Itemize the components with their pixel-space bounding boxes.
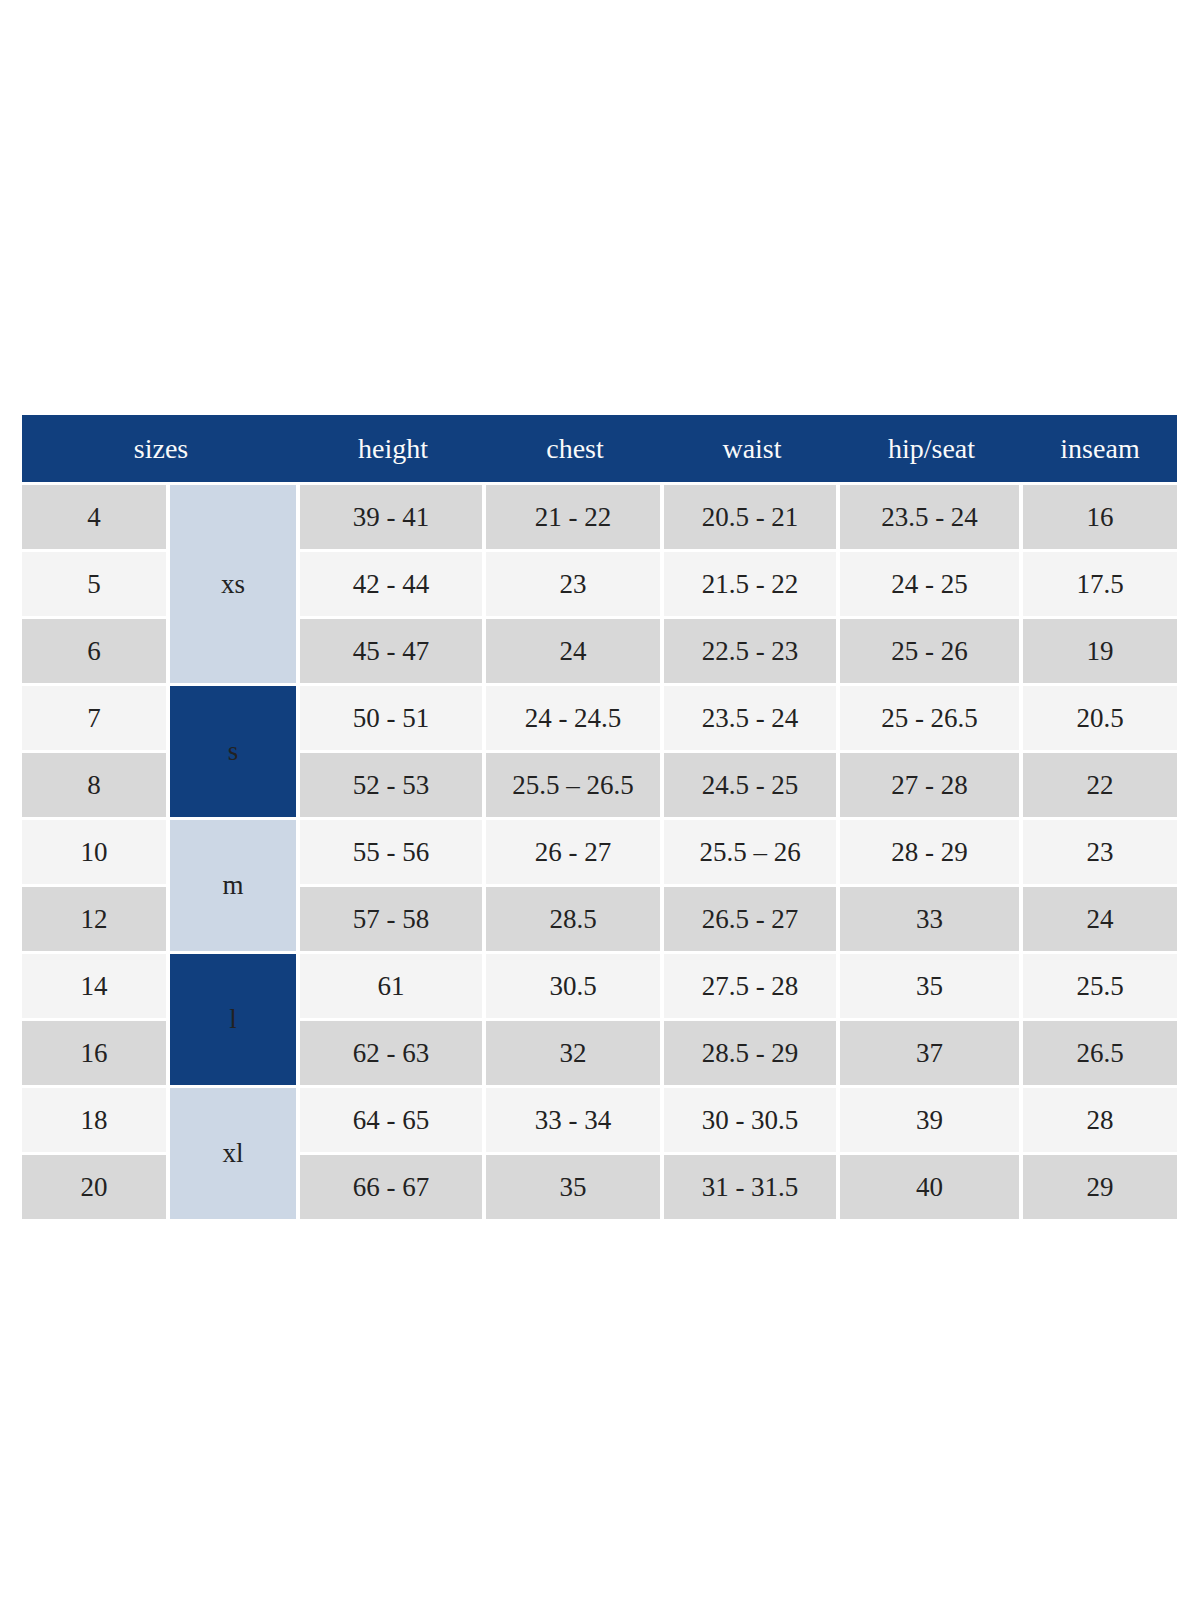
inseam-cell: 28 xyxy=(1023,1085,1177,1152)
page: sizes height chest waist hip/seat inseam… xyxy=(0,0,1200,1600)
group-cell-l: l xyxy=(170,951,300,1085)
hip-seat-cell: 35 xyxy=(840,951,1023,1018)
header-waist: waist xyxy=(664,415,840,482)
height-cell: 52 - 53 xyxy=(300,750,486,817)
inseam-cell: 16 xyxy=(1023,482,1177,549)
header-row: sizes height chest waist hip/seat inseam xyxy=(22,415,1177,482)
waist-cell: 24.5 - 25 xyxy=(664,750,840,817)
inseam-cell: 29 xyxy=(1023,1152,1177,1219)
hip-seat-cell: 33 xyxy=(840,884,1023,951)
height-cell: 66 - 67 xyxy=(300,1152,486,1219)
hip-seat-cell: 37 xyxy=(840,1018,1023,1085)
table-row: 4xs39 - 4121 - 2220.5 - 2123.5 - 2416 xyxy=(22,482,1177,549)
height-cell: 50 - 51 xyxy=(300,683,486,750)
height-cell: 62 - 63 xyxy=(300,1018,486,1085)
chest-cell: 24 xyxy=(486,616,664,683)
header-hip-seat: hip/seat xyxy=(840,415,1023,482)
size-cell: 20 xyxy=(22,1152,170,1219)
table-row: 14l6130.527.5 - 283525.5 xyxy=(22,951,1177,1018)
height-cell: 45 - 47 xyxy=(300,616,486,683)
size-chart-body: 4xs39 - 4121 - 2220.5 - 2123.5 - 2416542… xyxy=(22,482,1177,1219)
size-cell: 6 xyxy=(22,616,170,683)
size-cell: 12 xyxy=(22,884,170,951)
size-cell: 4 xyxy=(22,482,170,549)
inseam-cell: 23 xyxy=(1023,817,1177,884)
chest-cell: 32 xyxy=(486,1018,664,1085)
size-chart-table: sizes height chest waist hip/seat inseam… xyxy=(22,415,1177,1219)
size-cell: 10 xyxy=(22,817,170,884)
hip-seat-cell: 25 - 26.5 xyxy=(840,683,1023,750)
inseam-cell: 20.5 xyxy=(1023,683,1177,750)
height-cell: 57 - 58 xyxy=(300,884,486,951)
inseam-cell: 24 xyxy=(1023,884,1177,951)
size-cell: 18 xyxy=(22,1085,170,1152)
height-cell: 55 - 56 xyxy=(300,817,486,884)
inseam-cell: 17.5 xyxy=(1023,549,1177,616)
inseam-cell: 22 xyxy=(1023,750,1177,817)
chest-cell: 35 xyxy=(486,1152,664,1219)
size-cell: 5 xyxy=(22,549,170,616)
size-chart-header: sizes height chest waist hip/seat inseam xyxy=(22,415,1177,482)
waist-cell: 25.5 – 26 xyxy=(664,817,840,884)
waist-cell: 26.5 - 27 xyxy=(664,884,840,951)
header-height: height xyxy=(300,415,486,482)
table-row: 10m55 - 5626 - 2725.5 – 2628 - 2923 xyxy=(22,817,1177,884)
waist-cell: 23.5 - 24 xyxy=(664,683,840,750)
size-cell: 14 xyxy=(22,951,170,1018)
hip-seat-cell: 24 - 25 xyxy=(840,549,1023,616)
header-sizes: sizes xyxy=(22,415,300,482)
height-cell: 39 - 41 xyxy=(300,482,486,549)
waist-cell: 20.5 - 21 xyxy=(664,482,840,549)
table-row: 18xl64 - 6533 - 3430 - 30.53928 xyxy=(22,1085,1177,1152)
chest-cell: 24 - 24.5 xyxy=(486,683,664,750)
inseam-cell: 26.5 xyxy=(1023,1018,1177,1085)
chest-cell: 28.5 xyxy=(486,884,664,951)
hip-seat-cell: 39 xyxy=(840,1085,1023,1152)
height-cell: 61 xyxy=(300,951,486,1018)
height-cell: 42 - 44 xyxy=(300,549,486,616)
table-row: 7s50 - 5124 - 24.523.5 - 2425 - 26.520.5 xyxy=(22,683,1177,750)
waist-cell: 21.5 - 22 xyxy=(664,549,840,616)
header-chest: chest xyxy=(486,415,664,482)
hip-seat-cell: 40 xyxy=(840,1152,1023,1219)
hip-seat-cell: 25 - 26 xyxy=(840,616,1023,683)
size-cell: 7 xyxy=(22,683,170,750)
chest-cell: 30.5 xyxy=(486,951,664,1018)
group-cell-xl: xl xyxy=(170,1085,300,1219)
size-cell: 8 xyxy=(22,750,170,817)
group-cell-s: s xyxy=(170,683,300,817)
waist-cell: 22.5 - 23 xyxy=(664,616,840,683)
group-cell-xs: xs xyxy=(170,482,300,683)
hip-seat-cell: 28 - 29 xyxy=(840,817,1023,884)
chest-cell: 23 xyxy=(486,549,664,616)
waist-cell: 30 - 30.5 xyxy=(664,1085,840,1152)
header-inseam: inseam xyxy=(1023,415,1177,482)
waist-cell: 31 - 31.5 xyxy=(664,1152,840,1219)
height-cell: 64 - 65 xyxy=(300,1085,486,1152)
chest-cell: 26 - 27 xyxy=(486,817,664,884)
chest-cell: 33 - 34 xyxy=(486,1085,664,1152)
inseam-cell: 19 xyxy=(1023,616,1177,683)
chest-cell: 25.5 – 26.5 xyxy=(486,750,664,817)
waist-cell: 27.5 - 28 xyxy=(664,951,840,1018)
size-cell: 16 xyxy=(22,1018,170,1085)
hip-seat-cell: 27 - 28 xyxy=(840,750,1023,817)
group-cell-m: m xyxy=(170,817,300,951)
inseam-cell: 25.5 xyxy=(1023,951,1177,1018)
chest-cell: 21 - 22 xyxy=(486,482,664,549)
hip-seat-cell: 23.5 - 24 xyxy=(840,482,1023,549)
waist-cell: 28.5 - 29 xyxy=(664,1018,840,1085)
